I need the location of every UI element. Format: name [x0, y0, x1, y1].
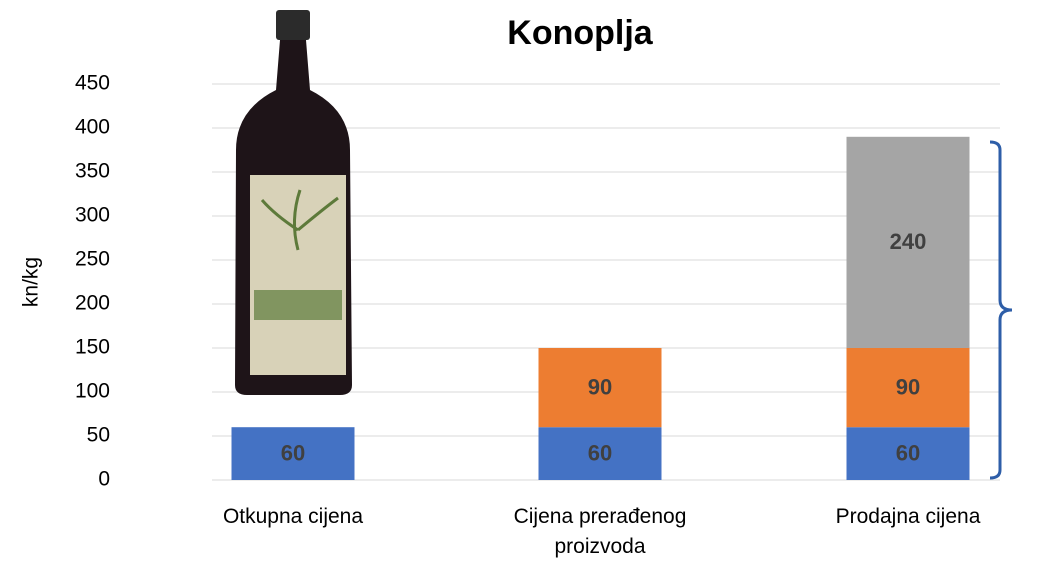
x-tick-label: Cijena prerađenog proizvoda: [513, 505, 687, 558]
product-bottle: [235, 10, 352, 395]
bar-segment: [538, 348, 662, 428]
bottle-label: [250, 175, 346, 375]
y-tick-label: 250: [75, 248, 110, 271]
y-tick-label: 300: [75, 204, 110, 227]
bar-segment: [846, 427, 970, 480]
y-tick-label: 50: [87, 424, 110, 447]
y-axis-label: kn/kg: [20, 257, 43, 307]
y-tick-label: 350: [75, 160, 110, 183]
bar-segment: [538, 427, 662, 480]
bar-segment: [231, 427, 355, 480]
y-tick-label: 450: [75, 72, 110, 95]
y-tick-label: 100: [75, 380, 110, 403]
data-label: 90: [588, 374, 612, 399]
x-tick-label: Otkupna cijena: [222, 505, 364, 528]
y-tick-label: 150: [75, 336, 110, 359]
data-label: 60: [588, 440, 612, 465]
data-label: 60: [281, 440, 305, 465]
data-label: 90: [896, 374, 920, 399]
bottle-label-art: [254, 290, 342, 320]
bar-segment: [846, 136, 970, 348]
data-label: 240: [890, 229, 927, 254]
bar-segment: [846, 348, 970, 428]
bottle-leaf: [260, 189, 339, 251]
chart-title: Konoplja: [507, 14, 654, 52]
x-tick-label: Prodajna cijena: [835, 505, 981, 528]
y-tick-label: 200: [75, 292, 110, 315]
bottle-cap: [276, 10, 310, 40]
data-label: 60: [896, 440, 920, 465]
brace: [989, 140, 1013, 480]
y-tick-label: 400: [75, 116, 110, 139]
bars: 60 60 90 60 90 240: [231, 136, 970, 480]
y-tick-label: 0: [98, 468, 110, 491]
